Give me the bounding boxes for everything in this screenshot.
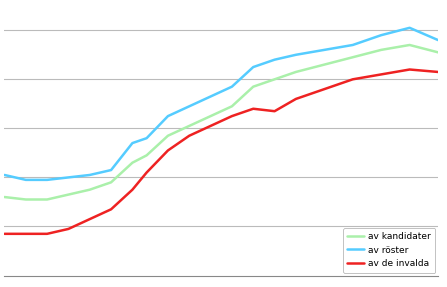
Legend: av kandidater, av röster, av de invalda: av kandidater, av röster, av de invalda bbox=[343, 228, 435, 273]
